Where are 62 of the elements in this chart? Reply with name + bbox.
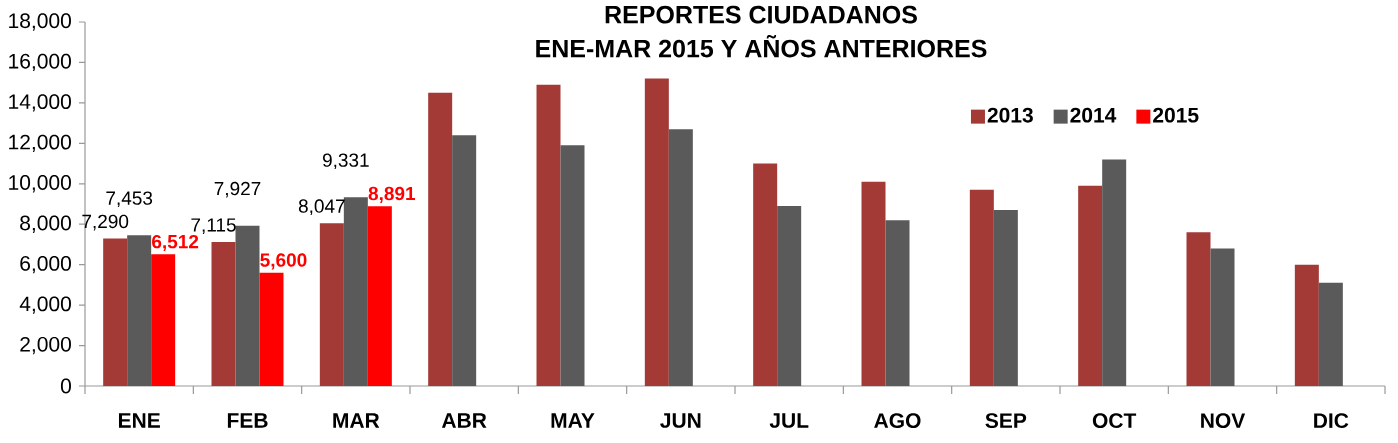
data-label: 7,115 (191, 218, 236, 234)
x-tick-label: AGO (874, 413, 921, 429)
legend-label: 2014 (1070, 107, 1117, 123)
y-tick-label: 10,000 (9, 175, 71, 193)
bar (536, 84, 561, 386)
bar (367, 206, 392, 386)
bar (1294, 264, 1319, 386)
x-tick-label: ENE (118, 413, 160, 428)
y-tick-label: 8,000 (20, 215, 71, 233)
x-tick-label: ABR (441, 413, 487, 428)
bar (259, 272, 284, 386)
data-label: 6,512 (152, 234, 199, 252)
data-label: 8,891 (368, 186, 416, 203)
y-tick-label: 6,000 (20, 256, 71, 274)
bar (452, 135, 477, 386)
x-tick-label: FEB (227, 413, 268, 428)
bar (1102, 159, 1127, 386)
bar (151, 254, 176, 386)
x-tick-label: MAY (551, 413, 595, 428)
x-tick-label: SEP (985, 413, 1027, 429)
y-tick-label: 18,000 (9, 13, 71, 31)
bar (1318, 282, 1343, 386)
bar (428, 92, 453, 386)
data-label: 7,453 (106, 191, 153, 208)
data-label: 7,290 (82, 214, 129, 231)
chart-title: REPORTES CIUDADANOS (605, 5, 917, 24)
data-label: 7,927 (214, 181, 261, 198)
bar (777, 206, 802, 386)
y-tick-label: 16,000 (9, 53, 71, 72)
y-tick-label: 12,000 (9, 134, 71, 153)
bar (560, 145, 585, 386)
bar (1210, 248, 1235, 386)
bar (343, 197, 368, 386)
x-tick-label: OCT (1092, 413, 1137, 429)
data-label: 5,600 (260, 253, 307, 270)
bar (993, 210, 1018, 386)
bar (1078, 185, 1103, 386)
y-tick-label: 14,000 (9, 94, 71, 112)
bar (319, 223, 344, 386)
bar (644, 78, 669, 386)
chart-subtitle: ENE-MAR 2015 Y AÑOS ANTERIORES (536, 34, 987, 58)
x-tick-label: DIC (1314, 413, 1349, 429)
y-tick-label: 4,000 (19, 296, 71, 314)
bar (235, 225, 260, 386)
bar (1186, 232, 1211, 386)
bar (668, 129, 693, 386)
bar (753, 163, 778, 386)
data-label: 9,331 (322, 153, 369, 170)
bar (127, 235, 152, 386)
bar (861, 181, 886, 386)
bar (103, 238, 128, 386)
bar (969, 189, 994, 386)
y-tick-label: 0 (60, 378, 71, 394)
x-tick-label: NOV (1201, 413, 1246, 429)
legend-label: 2013 (987, 107, 1033, 123)
x-tick-label: MAR (333, 413, 380, 428)
legend-label: 2015 (1153, 107, 1199, 123)
bar (211, 242, 236, 386)
bar (885, 220, 910, 386)
x-tick-label: JUL (769, 413, 809, 428)
y-tick-label: 2,000 (20, 336, 71, 355)
x-tick-label: JUN (660, 413, 701, 428)
